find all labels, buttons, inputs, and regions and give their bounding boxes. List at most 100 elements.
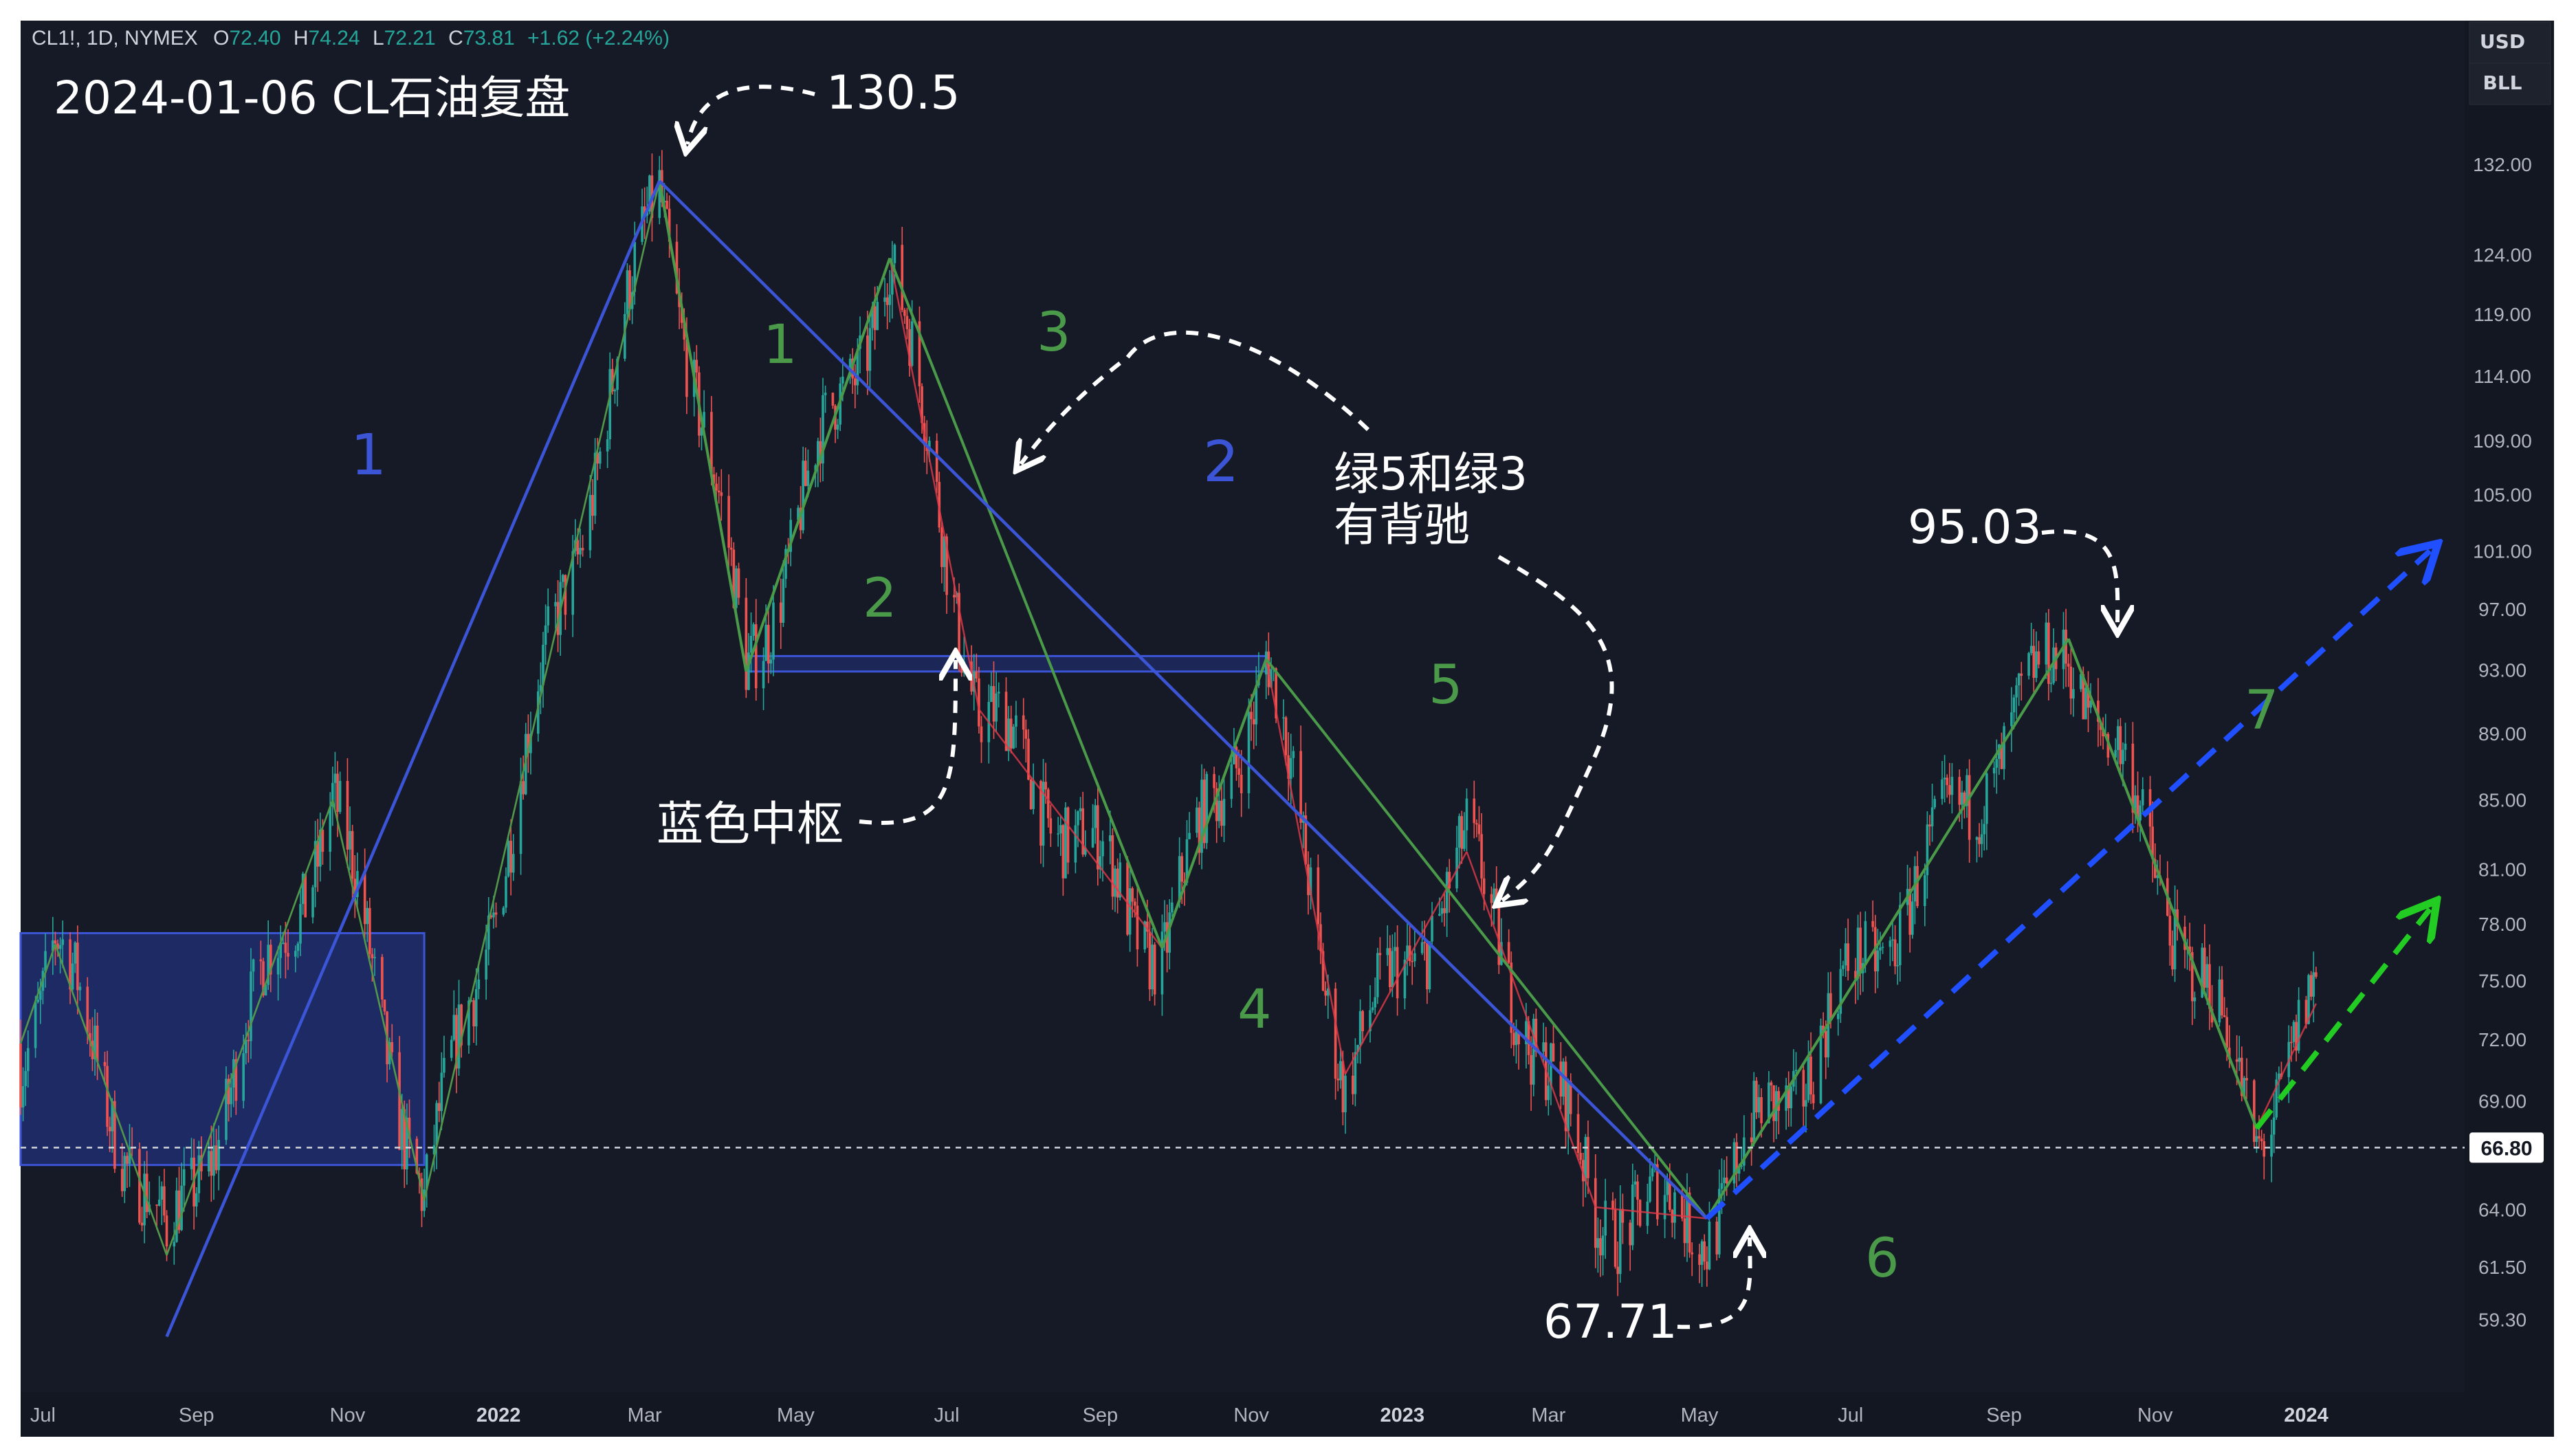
candle-body xyxy=(2082,674,2085,720)
candle-body xyxy=(1029,780,1033,809)
candle-body xyxy=(873,306,877,331)
candle-body xyxy=(182,1169,186,1186)
candle-body xyxy=(1768,1082,1770,1123)
candle-body xyxy=(1475,823,1478,825)
candle-body xyxy=(34,1002,37,1048)
candle-body xyxy=(1326,988,1330,996)
candle-body xyxy=(806,470,810,486)
candle-body xyxy=(1584,1136,1587,1182)
candle-body xyxy=(1819,1025,1823,1103)
candle-body xyxy=(1438,914,1441,916)
candle-body xyxy=(1629,1222,1631,1246)
time-scale-pane[interactable] xyxy=(21,1392,2465,1437)
currency-box[interactable] xyxy=(2469,21,2551,64)
candle-body xyxy=(415,1138,419,1173)
candle-body xyxy=(262,961,265,995)
candle-body xyxy=(1844,943,1847,966)
candle-body xyxy=(1426,942,1429,990)
candle-body xyxy=(1794,1070,1798,1071)
candle-body xyxy=(804,461,807,486)
candle-body xyxy=(1403,959,1407,999)
red-stroke-line xyxy=(2256,1003,2318,1129)
candle-body xyxy=(143,1173,146,1226)
candle-body xyxy=(111,1101,114,1132)
candle-body xyxy=(876,302,879,331)
candle-body xyxy=(1908,889,1911,935)
candle-body xyxy=(1856,927,1860,979)
candle-body xyxy=(1324,990,1327,996)
blue-projection-line xyxy=(1705,551,2430,1221)
candle-body xyxy=(1287,755,1290,779)
candle-body xyxy=(2037,651,2040,665)
candle-body xyxy=(509,841,512,873)
candle-body xyxy=(477,979,481,989)
candle-body xyxy=(1926,824,1929,876)
candle-body xyxy=(747,652,750,690)
candle-body xyxy=(1081,808,1084,855)
candle-body xyxy=(1252,719,1255,725)
unit-box[interactable] xyxy=(2469,63,2551,105)
price-tick-label: 124.00 xyxy=(2473,244,2532,265)
candle-body xyxy=(1180,856,1184,882)
candle-body xyxy=(2260,1138,2263,1142)
candle-body xyxy=(978,678,980,727)
candle-body xyxy=(658,170,661,219)
candle-body xyxy=(1153,945,1156,995)
candle-body xyxy=(1757,1097,1761,1113)
price-tick-label: 61.50 xyxy=(2478,1257,2527,1278)
candle-body xyxy=(868,328,872,371)
candle-body xyxy=(1911,901,1914,935)
candle-body xyxy=(2072,689,2075,699)
candle-body xyxy=(1579,1153,1582,1160)
candle-body xyxy=(408,1117,411,1139)
current-price-tag xyxy=(2469,1132,2544,1163)
candle-body xyxy=(1074,825,1077,863)
green-stroke-lines xyxy=(19,180,2258,1256)
candle-body xyxy=(21,1085,25,1107)
candle-body xyxy=(871,306,874,329)
candle-body xyxy=(71,963,74,990)
candle-body xyxy=(715,483,718,491)
candle-body xyxy=(522,781,525,795)
candle-body xyxy=(2087,687,2090,708)
candle-body xyxy=(180,1185,183,1231)
green-stroke-3-label: 3 xyxy=(1037,302,1071,364)
candle-body xyxy=(824,393,827,395)
price-tick-label: 64.00 xyxy=(2478,1199,2527,1220)
candle-body xyxy=(76,942,79,991)
candle-body xyxy=(2097,701,2100,722)
candle-body xyxy=(1618,1209,1622,1275)
candle-body xyxy=(1386,948,1389,956)
price-scale-pane[interactable] xyxy=(2465,21,2554,1437)
candle-body xyxy=(1406,945,1409,960)
candle-body xyxy=(353,879,357,897)
candle-body xyxy=(2065,629,2067,664)
candle-body xyxy=(1649,1176,1651,1202)
candle-body xyxy=(78,986,82,991)
candle-body xyxy=(2017,673,2021,685)
candle-body xyxy=(990,686,993,703)
candle-body xyxy=(779,602,782,623)
candle-body xyxy=(2218,979,2221,1023)
green-stroke-line xyxy=(331,799,426,1201)
candle-body xyxy=(321,830,324,852)
candle-body xyxy=(1530,1055,1532,1085)
candle-body xyxy=(1790,1086,1793,1109)
candle-body xyxy=(52,940,54,951)
candle-body xyxy=(1963,792,1966,806)
candle-body xyxy=(606,439,609,452)
candle-body xyxy=(1151,945,1154,990)
green-stroke-line xyxy=(54,944,168,1256)
candle-body xyxy=(1567,1081,1570,1132)
candle-body xyxy=(145,1173,148,1213)
low-price-label: 67.71 xyxy=(1543,1295,1677,1349)
candle-body xyxy=(1361,1011,1364,1032)
candle-body xyxy=(1604,1200,1607,1236)
candle-body xyxy=(962,661,966,673)
candle-body xyxy=(106,1066,109,1127)
candle-body xyxy=(455,1015,458,1069)
candle-body xyxy=(279,942,282,958)
candle-body xyxy=(1824,1030,1827,1058)
candle-body xyxy=(1339,1061,1342,1081)
